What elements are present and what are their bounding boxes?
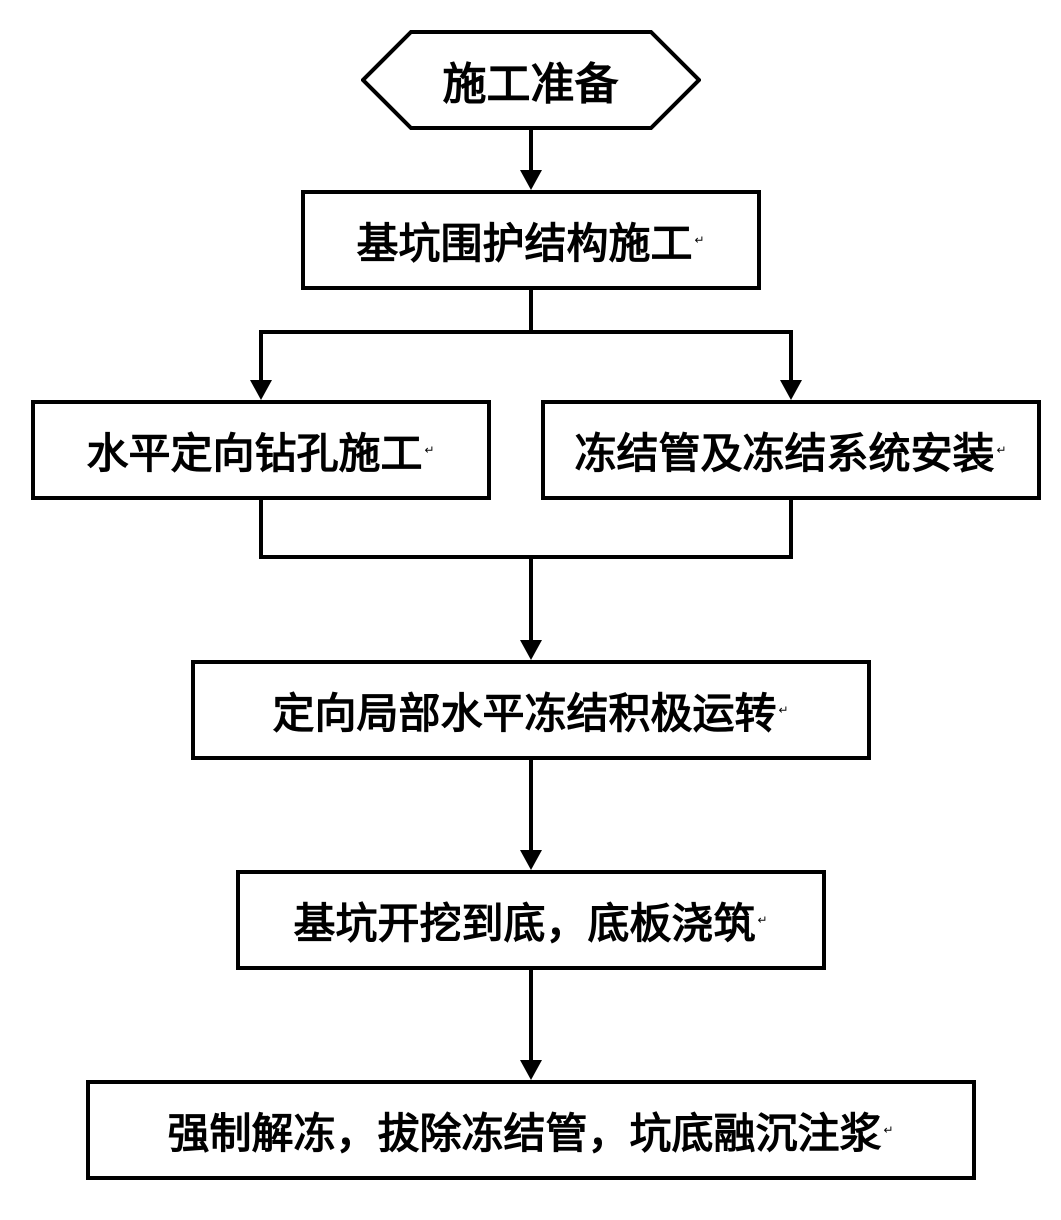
node-pit-structure: 基坑围护结构施工↵ — [301, 190, 761, 290]
edge-split-horizontal — [259, 330, 793, 334]
node-thaw-label: 强制解冻，拔除冻结管，坑底融沉注浆 — [167, 1100, 881, 1161]
edge-run-to-excavation — [529, 760, 533, 852]
node-excavation: 基坑开挖到底，底板浇筑↵ — [236, 870, 826, 970]
return-glyph: ↵ — [424, 443, 434, 458]
edge-merge-horizontal — [259, 555, 793, 559]
node-drilling: 水平定向钻孔施工↵ — [31, 400, 491, 500]
edge-merge-left-drop — [259, 500, 263, 555]
edge-split-right-head — [780, 380, 802, 400]
node-thaw: 强制解冻，拔除冻结管，坑底融沉注浆↵ — [86, 1080, 976, 1180]
return-glyph: ↵ — [757, 913, 767, 928]
return-glyph: ↵ — [778, 703, 788, 718]
return-glyph: ↵ — [883, 1123, 893, 1138]
node-freezing-install: 冻结管及冻结系统安装↵ — [541, 400, 1041, 500]
edge-merge-right-drop — [789, 500, 793, 555]
edge-start-to-pit — [529, 130, 533, 172]
edge-start-to-pit-head — [520, 170, 542, 190]
edge-split-right-drop — [789, 330, 793, 382]
edge-split-left-head — [250, 380, 272, 400]
edge-merge-head — [520, 640, 542, 660]
node-start-label: 施工准备 — [361, 30, 701, 130]
node-freezing-run: 定向局部水平冻结积极运转↵ — [191, 660, 871, 760]
node-freezing-run-label: 定向局部水平冻结积极运转 — [272, 680, 776, 741]
node-drilling-label: 水平定向钻孔施工 — [86, 420, 422, 481]
edge-excavation-to-thaw — [529, 970, 533, 1062]
node-pit-structure-label: 基坑围护结构施工 — [356, 210, 692, 271]
node-freezing-install-label: 冻结管及冻结系统安装 — [574, 420, 994, 481]
edge-split-left-drop — [259, 330, 263, 382]
edge-merge-stem — [529, 555, 533, 642]
edge-run-to-excavation-head — [520, 850, 542, 870]
edge-excavation-to-thaw-head — [520, 1060, 542, 1080]
return-glyph: ↵ — [694, 233, 704, 248]
edge-split-stem — [529, 290, 533, 330]
flowchart-canvas: 施工准备 基坑围护结构施工↵ 水平定向钻孔施工↵ 冻结管及冻结系统安装↵ 定向局… — [21, 20, 1041, 1200]
node-excavation-label: 基坑开挖到底，底板浇筑 — [293, 890, 755, 951]
node-start: 施工准备 — [361, 30, 701, 130]
return-glyph: ↵ — [996, 443, 1006, 458]
